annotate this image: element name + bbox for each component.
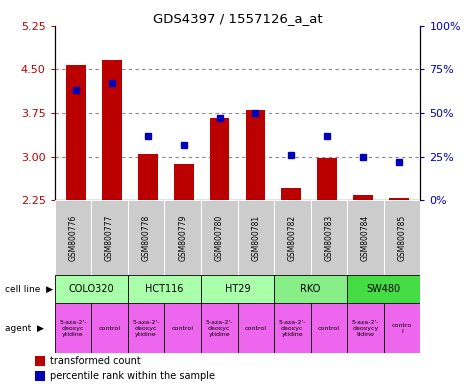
Bar [353,195,373,200]
Text: GSM800779: GSM800779 [178,215,187,261]
Bar [35,371,45,381]
Bar [128,303,164,353]
Text: GSM800782: GSM800782 [288,215,297,261]
Bar [317,158,337,200]
Bar [274,275,347,303]
Bar [91,200,128,275]
Text: GSM800785: GSM800785 [398,215,407,261]
Text: HCT116: HCT116 [145,284,183,295]
Text: GSM800781: GSM800781 [251,215,260,261]
Bar [347,303,384,353]
Text: percentile rank within the sample: percentile rank within the sample [50,371,215,381]
Text: GSM800777: GSM800777 [105,215,114,261]
Bar [138,154,158,200]
Bar [55,275,128,303]
Text: 5-aza-2'-
deoxyc
ytidine: 5-aza-2'- deoxyc ytidine [279,320,306,337]
Text: GSM800778: GSM800778 [142,215,151,261]
Text: 5-aza-2'-
deoxyc
ytidine: 5-aza-2'- deoxyc ytidine [59,320,86,337]
Text: control: control [171,326,194,331]
Bar [201,275,274,303]
Bar [238,200,274,275]
Text: GSM800783: GSM800783 [324,215,333,261]
Text: GSM800776: GSM800776 [68,215,77,261]
Text: HT29: HT29 [225,284,250,295]
Bar [209,118,229,200]
Text: GSM800784: GSM800784 [361,215,370,261]
Bar [347,275,420,303]
Bar [91,303,128,353]
Bar [201,200,238,275]
Text: COLO320: COLO320 [68,284,114,295]
Text: 5-aza-2'-
deoxyc
ytidine: 5-aza-2'- deoxyc ytidine [206,320,233,337]
Text: SW480: SW480 [367,284,401,295]
Text: GSM800780: GSM800780 [215,215,224,261]
Bar [66,65,86,200]
Bar [384,303,420,353]
Bar [164,200,201,275]
Text: 5-aza-2'-
deoxyc
ytidine: 5-aza-2'- deoxyc ytidine [133,320,160,337]
Bar [274,303,311,353]
Text: control: control [245,326,267,331]
Bar [35,356,45,366]
Bar [347,200,384,275]
Text: agent  ▶: agent ▶ [5,324,44,333]
Bar [201,303,238,353]
Bar [238,303,274,353]
Bar [384,200,420,275]
Text: transformed count: transformed count [50,356,141,366]
Text: 5-aza-2'-
deoxycy
tidine: 5-aza-2'- deoxycy tidine [352,320,379,337]
Bar [389,197,408,200]
Bar [311,200,347,275]
Text: control: control [318,326,340,331]
Text: control: control [98,326,121,331]
Bar [55,200,91,275]
Bar [311,303,347,353]
Bar [164,303,201,353]
Text: cell line  ▶: cell line ▶ [5,285,53,294]
Bar [281,188,301,200]
Bar [246,110,266,200]
Text: RKO: RKO [301,284,321,295]
Bar [55,303,91,353]
Bar [274,200,311,275]
Title: GDS4397 / 1557126_a_at: GDS4397 / 1557126_a_at [152,12,323,25]
Bar [102,60,122,200]
Text: contro
l: contro l [392,323,412,334]
Bar [174,164,194,200]
Bar [128,200,164,275]
Bar [128,275,201,303]
